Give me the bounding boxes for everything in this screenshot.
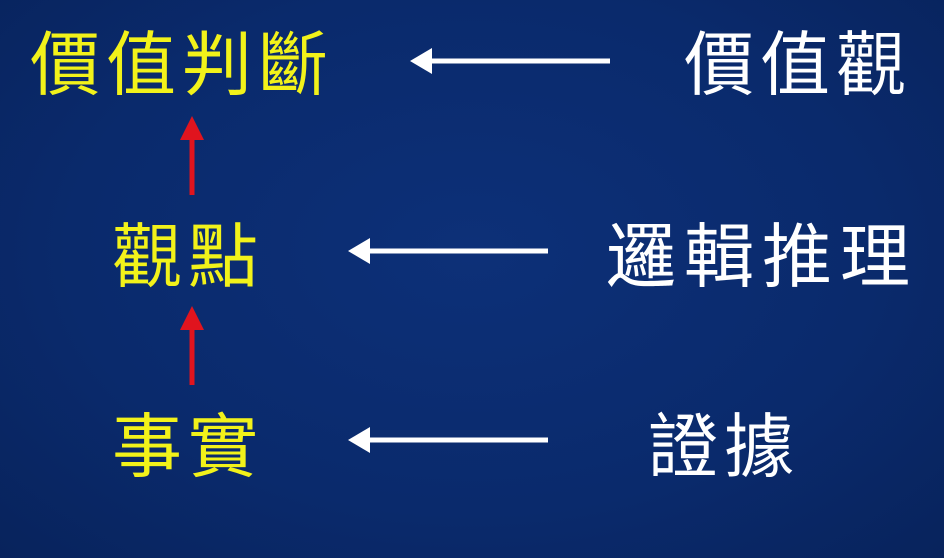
arrow-values-to-judgment: [410, 48, 610, 74]
arrow-fact-to-viewpoint: [180, 306, 204, 385]
arrow-viewpoint-to-judgment: [180, 116, 204, 195]
value-judgment-label: 價值判斷: [30, 24, 334, 106]
arrow-evidence-to-fact: [348, 427, 548, 453]
arrow-reasoning-to-viewpoint: [348, 238, 548, 264]
viewpoint-label: 觀點: [112, 216, 264, 298]
values-label: 價值觀: [684, 24, 912, 106]
fact-label: 事實: [112, 406, 264, 488]
evidence-label: 證據: [648, 406, 800, 488]
logical-reasoning-label: 邏輯推理: [606, 216, 918, 298]
